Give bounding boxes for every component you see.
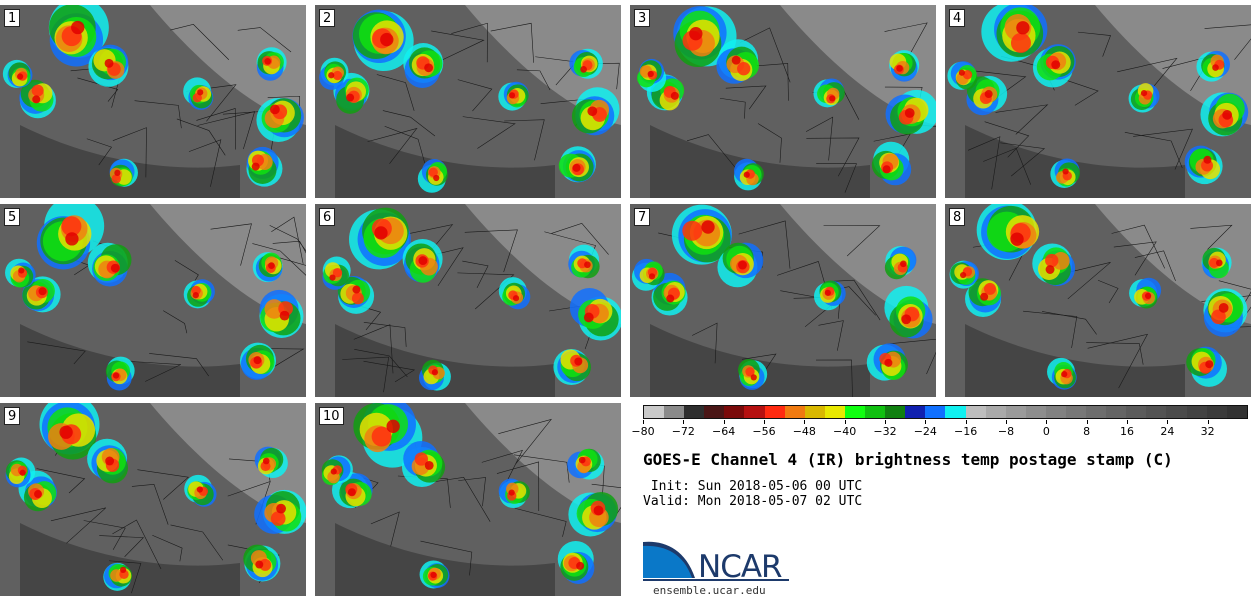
- satellite-map: [945, 204, 1251, 397]
- colorbar-segment: [744, 406, 765, 418]
- stamp-panel-4: 4: [945, 5, 1251, 198]
- panel-number: 5: [4, 208, 21, 226]
- satellite-map: [0, 204, 306, 397]
- colorbar-segment: [885, 406, 906, 418]
- colorbar-tick-mark: [804, 420, 806, 424]
- panel-number: 8: [949, 208, 966, 226]
- ncar-logo-text: NCAR: [698, 549, 783, 585]
- colorbar-segment: [965, 406, 986, 418]
- colorbar-segment: [664, 406, 685, 418]
- colorbar-tick-label: −48: [792, 425, 816, 438]
- panel-number: 2: [319, 9, 336, 27]
- colorbar-segment: [1106, 406, 1127, 418]
- colorbar-tick-mark: [643, 420, 644, 424]
- colorbar-tick-mark: [1046, 420, 1048, 424]
- satellite-map: [630, 204, 936, 397]
- colorbar-tick-label: −16: [954, 425, 978, 438]
- colorbar-tick-label: 0: [1042, 425, 1050, 438]
- colorbar-segment: [1005, 406, 1026, 418]
- colorbar-segment: [684, 406, 705, 418]
- colorbar-tick-mark: [1207, 420, 1209, 424]
- panel-number: 9: [4, 407, 21, 425]
- colorbar-segment: [1146, 406, 1167, 418]
- colorbar-tick-label: 8: [1083, 425, 1091, 438]
- colorbar-tick-label: 16: [1120, 425, 1134, 438]
- colorbar-ticks: −80 −72 −64 −56 −48 −40 −32 −24 −16 −8 0 8 16 24 32: [631, 420, 1248, 440]
- colorbar-segment: [1025, 406, 1046, 418]
- satellite-map: [315, 5, 621, 198]
- stamp-panel-5: 5: [0, 204, 306, 397]
- colorbar-segment: [945, 406, 966, 418]
- satellite-map: [0, 5, 306, 198]
- init-time: Init: Sun 2018-05-06 00 UTC: [643, 479, 863, 494]
- colorbar: [643, 405, 1248, 419]
- colorbar-segment: [784, 406, 805, 418]
- satellite-map: [315, 403, 621, 596]
- colorbar-tick-mark: [1006, 420, 1007, 424]
- colorbar-tick-label: 32: [1200, 425, 1215, 438]
- colorbar-tick-mark: [1086, 420, 1088, 424]
- colorbar-tick-mark: [723, 420, 725, 424]
- colorbar-segment: [724, 406, 745, 418]
- colorbar-segment: [985, 406, 1006, 418]
- valid-time: Valid: Mon 2018-05-07 02 UTC: [643, 494, 863, 509]
- colorbar-tick-label: −32: [873, 425, 897, 438]
- colorbar-segment: [844, 406, 866, 418]
- colorbar-tick-label: −64: [712, 425, 736, 438]
- colorbar-tick-label: −56: [752, 425, 776, 438]
- satellite-map: [0, 403, 306, 596]
- colorbar-segment: [925, 406, 946, 418]
- colorbar-tick-mark: [764, 420, 765, 424]
- panel-number: 3: [634, 9, 651, 27]
- stamp-panel-8: 8: [945, 204, 1251, 397]
- colorbar-tick-mark: [885, 420, 886, 424]
- panel-number: 4: [949, 9, 966, 27]
- stamp-panel-1: 1: [0, 5, 306, 198]
- ncar-logo-icon: [643, 541, 789, 581]
- colorbar-segment: [1086, 406, 1107, 418]
- colorbar-tick-mark: [683, 420, 685, 424]
- colorbar-tick-mark: [925, 420, 927, 424]
- colorbar-tick-mark: [844, 420, 846, 424]
- panel-number: 10: [319, 407, 344, 425]
- colorbar-segment: [644, 406, 665, 418]
- colorbar-tick-label: 24: [1160, 425, 1175, 438]
- stamp-panel-9: 9: [0, 403, 306, 596]
- colorbar-segment: [1226, 406, 1247, 418]
- site-url: ensemble.ucar.edu: [653, 584, 766, 597]
- colorbar-segment: [1186, 406, 1207, 418]
- colorbar-segment: [1045, 406, 1066, 418]
- colorbar-tick-label: −8: [997, 425, 1015, 438]
- colorbar-tick-label: −80: [631, 425, 655, 438]
- colorbar-segment: [704, 406, 725, 418]
- colorbar-tick-mark: [965, 420, 967, 424]
- colorbar-segment: [905, 406, 926, 418]
- stamp-panel-6: 6: [315, 204, 621, 397]
- colorbar-tick-label: −40: [833, 425, 857, 438]
- stamp-panel-10: 10: [315, 403, 621, 596]
- colorbar-segment: [764, 406, 785, 418]
- colorbar-segment: [1065, 406, 1087, 418]
- colorbar-segment: [1166, 406, 1187, 418]
- colorbar-segment: [1126, 406, 1147, 418]
- colorbar-tick-mark: [1127, 420, 1128, 424]
- satellite-map: [315, 204, 621, 397]
- panel-number: 1: [4, 9, 21, 27]
- stamp-panel-7: 7: [630, 204, 936, 397]
- satellite-map: [630, 5, 936, 198]
- colorbar-segment: [804, 406, 825, 418]
- stamp-panel-3: 3: [630, 5, 936, 198]
- panel-number: 7: [634, 208, 651, 226]
- colorbar-tick-mark: [1167, 420, 1169, 424]
- colorbar-segment: [1206, 406, 1227, 418]
- colorbar-tick-label: −24: [913, 425, 937, 438]
- satellite-map: [945, 5, 1251, 198]
- panel-number: 6: [319, 208, 336, 226]
- stamp-panel-2: 2: [315, 5, 621, 198]
- colorbar-tick-label: −72: [671, 425, 695, 438]
- colorbar-segment: [865, 406, 886, 418]
- colorbar-segment: [824, 406, 845, 418]
- figure-title: GOES-E Channel 4 (IR) brightness temp po…: [643, 450, 1173, 469]
